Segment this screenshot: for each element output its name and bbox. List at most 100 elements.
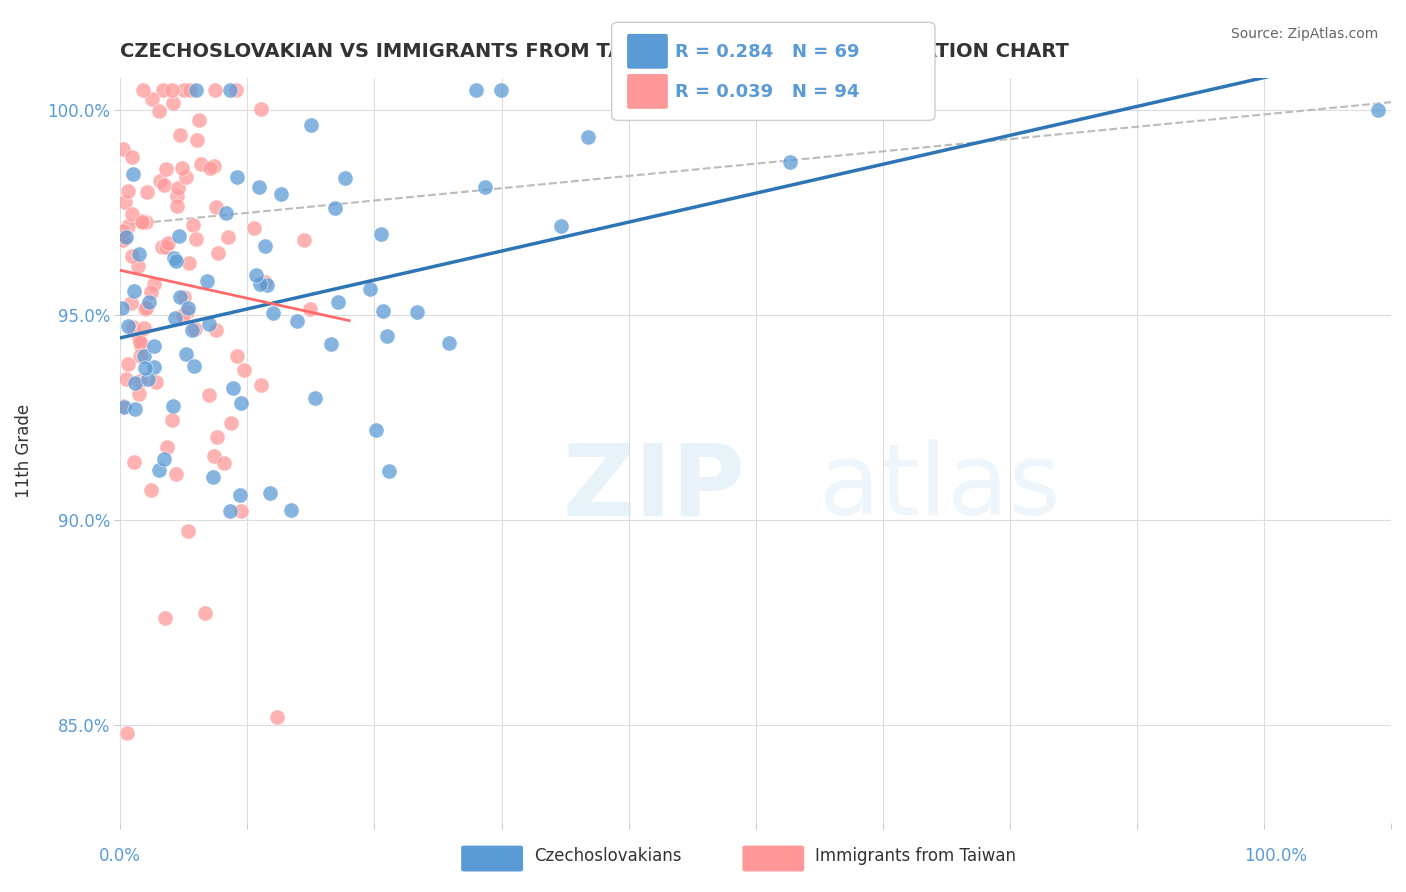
Point <box>181 218 204 232</box>
Point <box>183 359 205 373</box>
Point <box>205 200 228 214</box>
Point <box>115 230 138 244</box>
Point <box>198 161 221 175</box>
Point <box>173 290 195 304</box>
Point <box>254 275 277 289</box>
Point <box>231 396 253 410</box>
Point <box>335 170 357 185</box>
Point <box>270 187 292 202</box>
Point <box>184 322 207 336</box>
Point <box>250 378 273 392</box>
Point <box>128 247 150 261</box>
Point <box>221 416 243 430</box>
Point <box>121 150 143 164</box>
Point <box>491 83 513 97</box>
Point <box>550 219 572 234</box>
Point <box>120 296 142 310</box>
Text: 100.0%: 100.0% <box>1244 847 1308 865</box>
Point <box>375 328 398 343</box>
Point <box>150 240 173 254</box>
Point <box>139 483 162 498</box>
Point <box>121 320 143 334</box>
Point <box>148 463 170 477</box>
Point <box>256 277 278 292</box>
Point <box>217 229 239 244</box>
Point <box>172 309 194 323</box>
Point <box>219 503 242 517</box>
Point <box>160 412 183 426</box>
Point <box>129 349 152 363</box>
Point <box>162 96 184 111</box>
Point <box>110 301 132 315</box>
Point <box>141 92 163 106</box>
Point <box>177 524 200 538</box>
Point <box>124 284 146 298</box>
Point <box>1367 103 1389 118</box>
Point <box>111 230 134 244</box>
Text: ZIP: ZIP <box>562 440 745 536</box>
Point <box>111 142 134 156</box>
Point <box>292 233 315 247</box>
Point <box>319 337 342 351</box>
Point <box>576 130 599 145</box>
Point <box>124 401 146 416</box>
Point <box>155 240 177 254</box>
Point <box>134 302 156 317</box>
Point <box>198 317 221 331</box>
Point <box>190 157 212 171</box>
Point <box>243 220 266 235</box>
Text: Immigrants from Taiwan: Immigrants from Taiwan <box>815 847 1017 865</box>
Point <box>202 159 225 173</box>
Text: 0.0%: 0.0% <box>98 847 141 865</box>
Point <box>143 339 166 353</box>
Point <box>176 301 198 315</box>
Point <box>134 361 156 376</box>
Point <box>115 371 138 385</box>
Point <box>218 83 240 97</box>
Point <box>129 339 152 353</box>
Point <box>437 335 460 350</box>
Point <box>207 430 229 444</box>
Point <box>122 167 145 181</box>
Point <box>127 260 149 274</box>
Point <box>205 323 228 337</box>
Point <box>177 256 200 270</box>
Point <box>124 376 146 391</box>
Point <box>117 357 139 371</box>
Point <box>176 346 198 360</box>
Point <box>121 249 143 263</box>
Point <box>153 452 176 467</box>
Point <box>179 83 201 97</box>
Point <box>184 232 207 246</box>
Point <box>148 174 170 188</box>
Point <box>117 184 139 198</box>
Point <box>162 399 184 413</box>
Text: Czechoslovakians: Czechoslovakians <box>534 847 682 865</box>
Point <box>370 227 392 242</box>
Point <box>117 219 139 233</box>
Y-axis label: 11th Grade: 11th Grade <box>15 403 32 498</box>
Point <box>371 304 394 318</box>
Point <box>176 304 198 318</box>
Point <box>138 294 160 309</box>
Point <box>464 83 486 97</box>
Point <box>166 188 188 202</box>
Point <box>136 372 159 386</box>
Point <box>111 224 134 238</box>
Point <box>167 228 190 243</box>
Point <box>117 319 139 334</box>
Point <box>222 381 245 395</box>
Text: R = 0.039   N = 94: R = 0.039 N = 94 <box>675 83 859 101</box>
Point <box>132 83 155 97</box>
Point <box>153 178 176 192</box>
Point <box>285 314 308 328</box>
Point <box>229 504 252 518</box>
Point <box>143 360 166 375</box>
Point <box>225 83 247 97</box>
Point <box>167 181 190 195</box>
Point <box>163 251 186 265</box>
Point <box>163 311 186 326</box>
Point <box>195 274 218 288</box>
Point <box>160 83 183 97</box>
Point <box>259 486 281 500</box>
